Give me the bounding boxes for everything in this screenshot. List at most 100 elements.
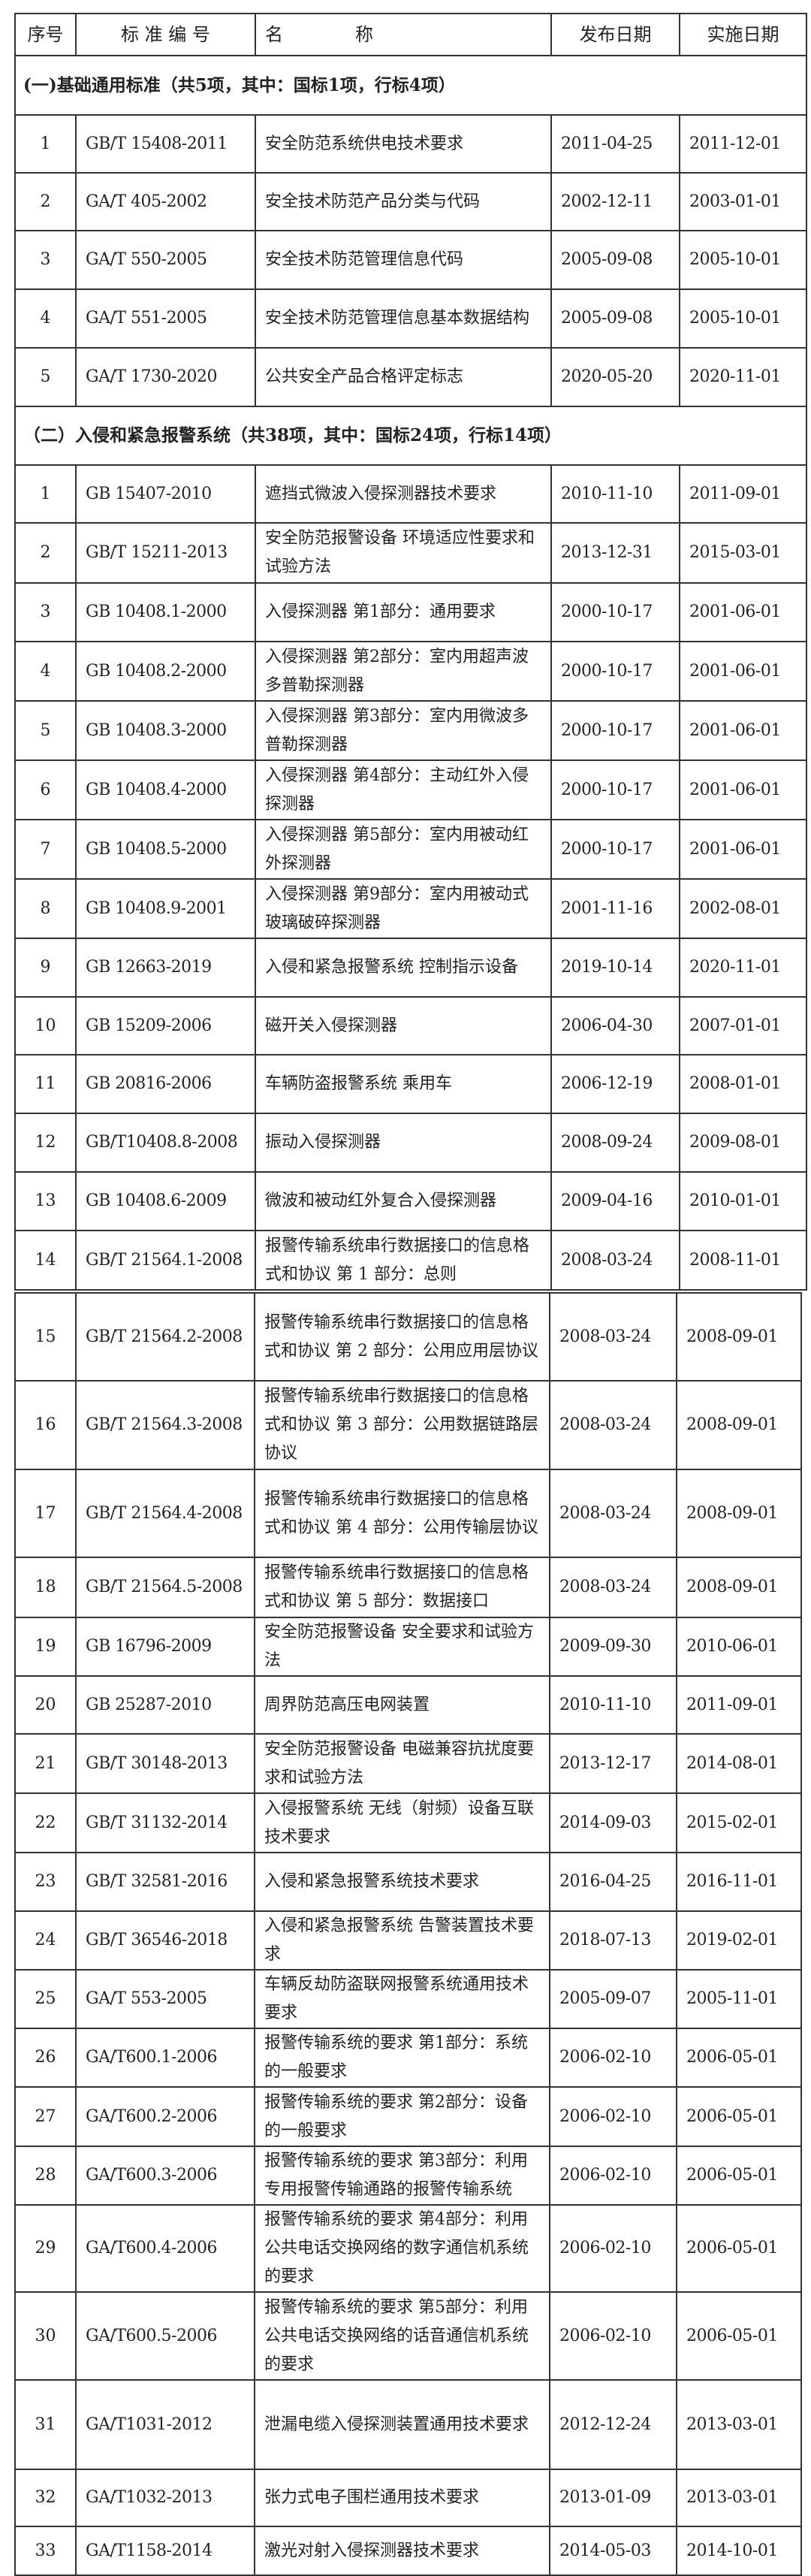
row-standard-name: 报警传输系统串行数据接口的信息格式和协议 第 1 部分：总则 — [255, 1230, 552, 1291]
table-row: 32 GA/T1032-2013 张力式电子围栏通用技术要求 2013-01-09 20… — [14, 2469, 802, 2527]
row-standard-name: 周界防范高压电网装置 — [254, 1675, 550, 1735]
row-publish-date: 2008-03-24 — [549, 1380, 677, 1470]
section-row: （二）入侵和紧急报警系统（共38项，其中：国标24项，行标14项） — [14, 406, 807, 466]
row-publish-date: 2006-02-10 — [549, 2291, 677, 2381]
row-effective-date: 2011-09-01 — [679, 464, 807, 524]
row-effective-date: 2008-09-01 — [676, 1292, 802, 1382]
row-publish-date: 2018-07-13 — [549, 1910, 677, 1971]
row-standard-code: GA/T600.3-2006 — [75, 2146, 255, 2206]
row-standard-name: 入侵和紧急报警系统 告警装置技术要求 — [254, 1910, 550, 1971]
row-standard-name: 入侵探测器 第4部分：主动红外入侵探测器 — [255, 760, 552, 820]
row-effective-date: 2013-03-01 — [676, 2469, 802, 2527]
header-effective-date: 实施日期 — [679, 13, 807, 56]
table-row: 12 GB/T10408.8-2008 振动入侵探测器 2008-09-24 2009-… — [14, 1113, 807, 1173]
header-name: 名 称 — [255, 13, 552, 56]
row-publish-date: 2008-03-24 — [550, 1230, 680, 1291]
row-publish-date: 2012-12-24 — [549, 2379, 677, 2470]
row-standard-code: GB/T 15408-2011 — [75, 114, 256, 174]
row-standard-code: GA/T600.2-2006 — [75, 2086, 255, 2147]
row-seq: 10 — [14, 996, 77, 1055]
table-row: 26 GA/T600.1-2006 报警传输系统的要求 第1部分：系统的一般要求 20… — [14, 2028, 802, 2088]
row-effective-date: 2009-08-01 — [679, 1113, 807, 1173]
row-publish-date: 2016-04-25 — [549, 1852, 677, 1912]
table-row: 24 GB/T 36546-2018 入侵和紧急报警系统 告警装置技术要求 2018-… — [14, 1910, 802, 1971]
row-standard-code: GA/T1031-2012 — [75, 2379, 255, 2470]
row-standard-name: 报警传输系统的要求 第2部分：设备的一般要求 — [254, 2086, 550, 2147]
row-effective-date: 2010-01-01 — [679, 1171, 807, 1231]
row-standard-name: 车辆反劫防盗联网报警系统通用技术要求 — [254, 1969, 550, 2029]
row-standard-code: GB/T 30148-2013 — [75, 1733, 255, 1794]
table-row: 20 GB 25287-2010 周界防范高压电网装置 2010-11-10 2011-… — [14, 1675, 802, 1735]
row-publish-date: 2020-05-20 — [550, 347, 680, 407]
row-effective-date: 2010-06-01 — [676, 1617, 802, 1677]
table-row: 27 GA/T600.2-2006 报警传输系统的要求 第2部分：设备的一般要求 20… — [14, 2086, 802, 2147]
table-row: 11 GB 20816-2006 车辆防盗报警系统 乘用车 2006-12-19 200… — [14, 1054, 807, 1114]
row-seq: 33 — [14, 2526, 77, 2576]
row-publish-date: 2005-09-08 — [550, 288, 680, 349]
row-effective-date: 2008-09-01 — [676, 1469, 802, 1558]
row-standard-name: 安全防范报警设备 安全要求和试验方法 — [254, 1617, 550, 1677]
row-standard-name: 入侵和紧急报警系统 控制指示设备 — [255, 938, 552, 998]
row-standard-code: GA/T 1730-2020 — [75, 347, 256, 407]
row-seq: 22 — [14, 1792, 77, 1853]
row-effective-date: 2003-01-01 — [679, 172, 807, 231]
row-effective-date: 2006-05-01 — [676, 2291, 802, 2381]
row-standard-code: GA/T600.4-2006 — [75, 2204, 255, 2293]
row-effective-date: 2020-11-01 — [679, 938, 807, 998]
table-row: 21 GB/T 30148-2013 安全防范报警设备 电磁兼容抗扰度要求和试验方法… — [14, 1733, 802, 1794]
row-seq: 2 — [14, 172, 77, 231]
row-standard-name: 报警传输系统的要求 第1部分：系统的一般要求 — [254, 2028, 550, 2088]
row-standard-name: 振动入侵探测器 — [255, 1113, 552, 1173]
row-standard-name: 报警传输系统串行数据接口的信息格式和协议 第 3 部分：公用数据链路层协议 — [254, 1380, 550, 1470]
row-seq: 30 — [14, 2291, 77, 2381]
table-header-row: 序号 标 准 编 号 名 称 发布日期 实施日期 — [14, 13, 807, 56]
table-row: 19 GB 16796-2009 安全防范报警设备 安全要求和试验方法 2009-09… — [14, 1617, 802, 1677]
row-standard-name: 入侵探测器 第5部分：室内用被动红外探测器 — [255, 819, 552, 880]
row-publish-date: 2006-12-19 — [550, 1054, 680, 1114]
row-seq: 20 — [14, 1675, 77, 1735]
row-standard-name: 报警传输系统串行数据接口的信息格式和协议 第 5 部分：数据接口 — [254, 1557, 550, 1618]
row-effective-date: 2008-09-01 — [676, 1380, 802, 1470]
table-row: 17 GB/T 21564.4-2008 报警传输系统串行数据接口的信息格式和协议 … — [14, 1469, 802, 1558]
row-effective-date: 2006-05-01 — [676, 2204, 802, 2293]
row-standard-code: GA/T1032-2013 — [75, 2469, 255, 2527]
row-effective-date: 2011-12-01 — [679, 114, 807, 174]
row-standard-name: 安全防范报警设备 环境适应性要求和试验方法 — [255, 522, 552, 584]
table-row: 2 GA/T 405-2002 安全技术防范产品分类与代码 2002-12-11 200… — [14, 172, 807, 231]
row-standard-code: GB 10408.2-2000 — [75, 641, 256, 702]
row-publish-date: 2008-03-24 — [549, 1292, 677, 1382]
row-standard-name: 报警传输系统的要求 第4部分：利用公共电话交换网络的数字通信机系统的要求 — [254, 2204, 550, 2293]
table-row: 29 GA/T600.4-2006 报警传输系统的要求 第4部分：利用公共电话交换网… — [14, 2204, 802, 2293]
row-effective-date: 2014-10-01 — [676, 2526, 802, 2576]
row-publish-date: 2014-09-03 — [549, 1792, 677, 1853]
row-standard-name: 安全技术防范管理信息代码 — [255, 230, 552, 290]
row-publish-date: 2000-10-17 — [550, 641, 680, 702]
row-standard-name: 遮挡式微波入侵探测器技术要求 — [255, 464, 552, 524]
row-standard-name: 报警传输系统串行数据接口的信息格式和协议 第 2 部分：公用应用层协议 — [254, 1292, 550, 1382]
row-publish-date: 2008-09-24 — [550, 1113, 680, 1173]
row-standard-code: GB/T 31132-2014 — [75, 1792, 255, 1853]
row-standard-name: 入侵和紧急报警系统技术要求 — [254, 1852, 550, 1912]
row-publish-date: 2000-10-17 — [550, 819, 680, 880]
row-seq: 11 — [14, 1054, 77, 1114]
row-standard-code: GB 10408.4-2000 — [75, 760, 256, 820]
row-standard-code: GB/T 36546-2018 — [75, 1910, 255, 1971]
row-standard-code: GB 10408.5-2000 — [75, 819, 256, 880]
row-standard-code: GB/T10408.8-2008 — [75, 1113, 256, 1173]
table-row: 33 GA/T1158-2014 激光对射入侵探测器技术要求 2014-05-03 20… — [14, 2526, 802, 2576]
row-effective-date: 2015-03-01 — [679, 522, 807, 584]
table-row: 10 GB 15209-2006 磁开关入侵探测器 2006-04-30 2007-01… — [14, 996, 807, 1055]
row-standard-code: GB 15407-2010 — [75, 464, 256, 524]
row-publish-date: 2013-12-31 — [550, 522, 680, 584]
row-effective-date: 2006-05-01 — [676, 2086, 802, 2147]
row-standard-code: GB 12663-2019 — [75, 938, 256, 998]
row-seq: 7 — [14, 819, 77, 880]
table-row: 31 GA/T1031-2012 泄漏电缆入侵探测装置通用技术要求 2012-12-2… — [14, 2379, 802, 2470]
row-publish-date: 2000-10-17 — [550, 700, 680, 761]
table-row: 13 GB 10408.6-2009 微波和被动红外复合入侵探测器 2009-04-1… — [14, 1171, 807, 1231]
row-standard-code: GA/T1158-2014 — [75, 2526, 255, 2576]
row-standard-code: GB 16796-2009 — [75, 1617, 255, 1677]
row-publish-date: 2009-04-16 — [550, 1171, 680, 1231]
row-effective-date: 2001-06-01 — [679, 641, 807, 702]
row-effective-date: 2016-11-01 — [676, 1852, 802, 1912]
